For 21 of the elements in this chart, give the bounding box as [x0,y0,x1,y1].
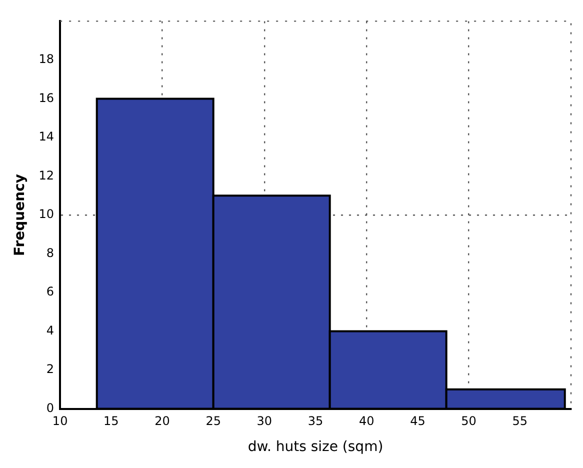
x-tick-label: 15 [104,414,119,428]
x-tick-label: 40 [358,414,374,428]
y-tick-label: 14 [38,130,54,144]
x-axis-title: dw. huts size (sqm) [248,439,384,456]
y-tick-label: 18 [38,52,54,66]
y-tick-label: 0 [46,400,54,415]
x-tick-label: 25 [206,414,221,428]
y-tick-label: 10 [38,207,54,222]
x-tick-label: 45 [410,414,426,428]
x-tick-label: 30 [256,414,272,428]
x-tick-label: 50 [461,414,476,428]
x-tick-label: 35 [308,414,324,428]
x-tick-label: 55 [512,414,528,428]
y-tick-label: 16 [38,90,54,105]
y-tick-label: 4 [46,323,54,338]
y-tick-label: 12 [38,168,54,182]
y-tick-label: 2 [46,362,54,376]
x-tick-label: 20 [154,414,170,428]
y-tick-label: 8 [46,246,54,260]
y-tick-label: 6 [46,284,54,299]
y-axis-title: Frequency [12,174,28,256]
